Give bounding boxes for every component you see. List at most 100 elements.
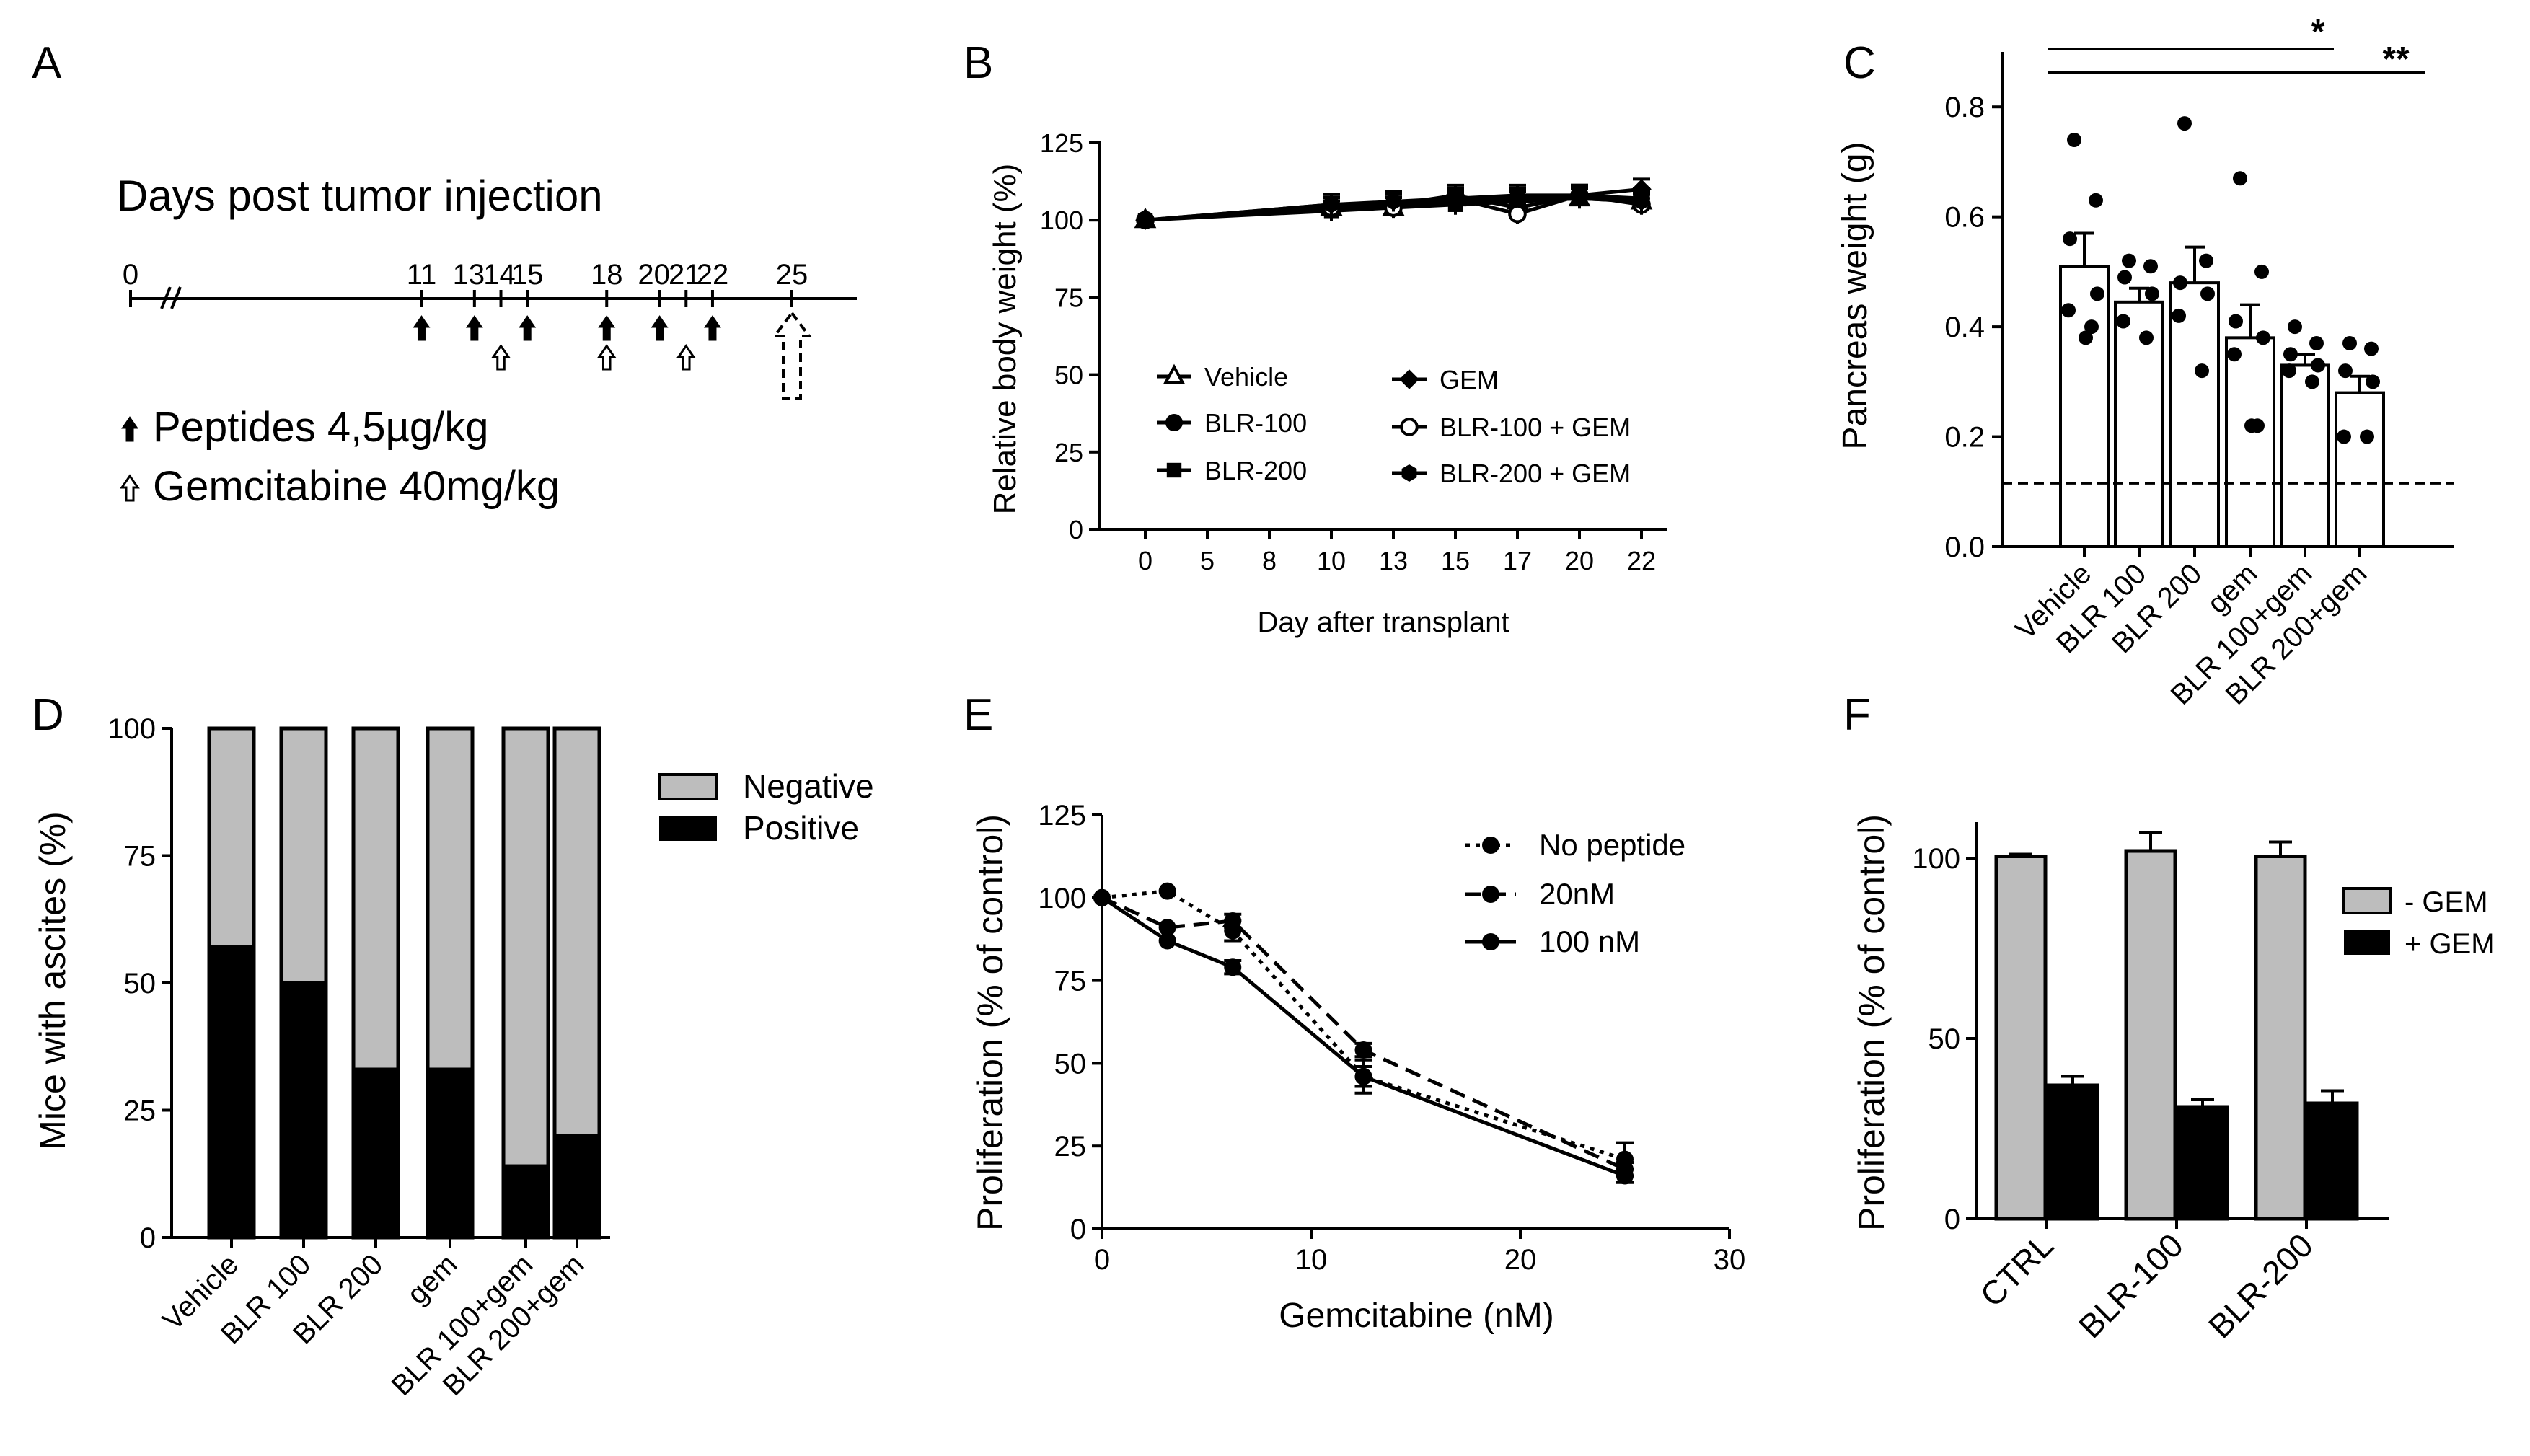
- timeline-title: Days post tumor injection: [117, 172, 603, 220]
- y-axis-title: Relative body weight (%): [987, 164, 1023, 515]
- x-tick-label: 0: [1094, 1244, 1110, 1276]
- legend-marker: [1482, 886, 1499, 903]
- negative-bar-segment: [279, 726, 328, 985]
- y-tick-label: 0.4: [1944, 312, 1985, 343]
- panel-letter-c: C: [1843, 38, 1876, 88]
- legend-positive-label: Positive: [743, 809, 859, 847]
- legend-minus-gem-swatch: [2342, 887, 2392, 914]
- legend-label: 100 nM: [1539, 925, 1640, 958]
- data-point: [1572, 186, 1587, 204]
- legend-marker: [1482, 933, 1499, 950]
- x-tick-label: BLR-100: [2071, 1226, 2190, 1345]
- x-tick-label: BLR-200: [2201, 1226, 2320, 1345]
- bar: [2335, 391, 2385, 548]
- positive-bar-segment: [501, 1164, 550, 1240]
- legend-gemcitabine-arrow-icon: [120, 474, 140, 502]
- data-point: [2337, 429, 2351, 444]
- peptide-arrow-icon: [651, 315, 669, 341]
- panel-letter-f: F: [1843, 690, 1871, 740]
- data-point: [1323, 195, 1339, 213]
- legend-label: BLR-200 + GEM: [1440, 459, 1631, 488]
- positive-bar-segment: [279, 981, 328, 1240]
- x-tick-label: 5: [1200, 546, 1215, 575]
- timeline-day-label: 15: [511, 259, 544, 291]
- legend-label: Vehicle: [1204, 362, 1288, 392]
- plus-gem-bar: [2046, 1083, 2099, 1221]
- x-tick-label: 10: [1295, 1244, 1328, 1276]
- legend-label: No peptide: [1539, 828, 1685, 862]
- y-tick-label: 75: [1054, 966, 1087, 997]
- data-point: [2067, 132, 2081, 147]
- legend-gemcitabine-label: Gemcitabine 40mg/kg: [153, 463, 560, 510]
- y-tick-label: 100: [107, 713, 156, 745]
- data-point: [2084, 319, 2099, 335]
- timeline-day-label: 21: [669, 259, 701, 291]
- legend-minus-gem-label: - GEM: [2405, 886, 2488, 918]
- y-tick-label: 50: [124, 968, 157, 1000]
- data-point: [1158, 932, 1176, 950]
- data-point: [1354, 1041, 1372, 1059]
- data-point: [2143, 259, 2158, 274]
- x-axis-title: Gemcitabine (nM): [1279, 1297, 1553, 1335]
- gemcitabine-arrow-icon: [491, 344, 511, 371]
- negative-bar-segment: [552, 726, 601, 1138]
- y-tick-label: 0: [1069, 515, 1083, 544]
- positive-bar-segment: [552, 1134, 601, 1240]
- x-tick-label: 13: [1379, 546, 1408, 575]
- legend-peptide-arrow-icon: [121, 416, 138, 442]
- data-point: [2122, 253, 2136, 268]
- endpoint-dashed-arrow-icon: [772, 310, 812, 400]
- data-point: [2139, 330, 2154, 345]
- y-tick-label: 100: [1040, 206, 1083, 235]
- x-tick-label: 10: [1317, 546, 1346, 575]
- y-tick-label: 50: [1929, 1023, 1961, 1055]
- negative-bar-segment: [501, 726, 550, 1168]
- y-tick-label: 125: [1038, 800, 1086, 831]
- minus-gem-bar: [1994, 855, 2048, 1221]
- legend-marker: [1482, 837, 1499, 854]
- timeline-day-label: 25: [776, 259, 808, 291]
- data-point: [2364, 341, 2379, 356]
- data-point: [2117, 270, 2132, 285]
- data-point: [2199, 253, 2213, 268]
- peptide-arrow-icon: [598, 315, 616, 341]
- data-point: [2233, 171, 2247, 186]
- x-tick-label: CTRL: [1973, 1226, 2060, 1314]
- timeline-day-label: 13: [453, 259, 485, 291]
- data-point: [2366, 374, 2380, 389]
- legend-peptides-label: Peptides 4,5µg/kg: [153, 404, 489, 451]
- y-axis-title: Pancreas weight (g): [1836, 142, 1874, 450]
- positive-bar-segment: [351, 1067, 400, 1240]
- data-point: [1158, 882, 1176, 900]
- gemcitabine-arrow-icon: [596, 344, 617, 371]
- timeline-day-label: 11: [407, 259, 437, 291]
- legend-negative-label: Negative: [743, 767, 874, 805]
- data-point: [2360, 429, 2374, 444]
- data-point: [1354, 1067, 1372, 1085]
- data-point: [1224, 958, 1242, 976]
- peptide-arrow-icon: [465, 315, 483, 341]
- data-point: [2288, 319, 2302, 335]
- x-tick-label: 0: [1138, 546, 1152, 575]
- y-tick-label: 0.0: [1944, 531, 1985, 563]
- data-point: [2305, 374, 2319, 389]
- peptide-arrow-icon: [519, 315, 537, 341]
- data-point: [2227, 347, 2242, 362]
- timeline-day-label: 0: [123, 259, 138, 291]
- y-tick-label: 25: [1054, 438, 1083, 467]
- data-point: [1634, 193, 1649, 211]
- data-point: [2061, 303, 2076, 318]
- significance-star: **: [2382, 40, 2410, 79]
- x-tick-label: 8: [1262, 546, 1277, 575]
- plus-gem-bar: [2176, 1105, 2229, 1221]
- data-point: [1509, 186, 1525, 204]
- data-point: [1508, 204, 1527, 224]
- timeline-break-mark: [160, 286, 172, 309]
- data-point: [2229, 314, 2243, 329]
- data-point: [2282, 363, 2296, 379]
- legend-marker: [1165, 414, 1183, 431]
- legend-label: BLR-200: [1204, 456, 1307, 485]
- panel-letter-b: B: [964, 38, 993, 88]
